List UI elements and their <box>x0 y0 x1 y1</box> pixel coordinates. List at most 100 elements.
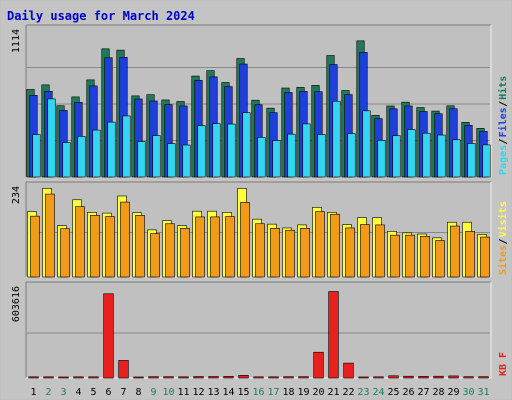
x-tick-label-day-3: 3 <box>60 387 66 398</box>
x-tick-label-day-22: 22 <box>342 387 354 398</box>
bar-sites-day-14 <box>225 216 235 278</box>
bar-pages-day-12 <box>197 125 206 178</box>
bar-kb-f-day-2 <box>43 376 54 379</box>
panel-bottom-ymax-label: 603616 <box>11 286 22 322</box>
x-tick-label-day-7: 7 <box>120 387 126 398</box>
bar-sites-day-17 <box>270 228 280 278</box>
bar-pages-day-7 <box>122 115 131 178</box>
bar-kb-f-day-10 <box>163 376 174 379</box>
bar-pages-day-6 <box>107 121 116 178</box>
bar-kb-f-day-16 <box>253 376 264 379</box>
x-tick-label-day-19: 19 <box>297 387 309 398</box>
x-tick-label-day-10: 10 <box>162 387 174 398</box>
bar-kb-f-day-17 <box>268 376 279 379</box>
bar-sites-day-19 <box>300 228 310 278</box>
bar-kb-f-day-13 <box>208 376 219 379</box>
bar-sites-day-30 <box>465 231 475 278</box>
x-tick-label-day-18: 18 <box>282 387 294 398</box>
x-tick-label-day-25: 25 <box>387 387 399 398</box>
bar-pages-day-25 <box>392 135 401 178</box>
bar-sites-day-13 <box>210 216 220 278</box>
bar-sites-day-18 <box>285 229 295 278</box>
bar-pages-day-14 <box>227 123 236 178</box>
panel-bottom-bg <box>26 282 491 378</box>
bar-sites-day-2 <box>45 193 55 278</box>
bar-sites-day-23 <box>360 224 370 278</box>
bar-sites-day-31 <box>480 236 490 278</box>
bar-pages-day-5 <box>92 129 101 178</box>
x-tick-label-day-4: 4 <box>75 387 81 398</box>
bar-kb-f-day-6 <box>103 293 114 379</box>
x-tick-label-day-21: 21 <box>327 387 339 398</box>
bar-pages-day-27 <box>422 132 431 178</box>
bar-kb-f-day-31 <box>478 376 489 379</box>
bar-kb-f-day-9 <box>148 376 159 379</box>
bar-kb-f-day-28 <box>433 375 444 379</box>
bar-pages-day-29 <box>452 139 461 178</box>
bar-kb-f-day-5 <box>88 376 99 379</box>
x-tick-label-day-16: 16 <box>252 387 264 398</box>
bar-kb-f-day-11 <box>178 376 189 379</box>
bar-kb-f-day-21 <box>328 291 339 379</box>
x-tick-label-day-23: 23 <box>357 387 369 398</box>
bar-sites-day-5 <box>90 215 100 278</box>
x-tick-label-day-14: 14 <box>222 387 234 398</box>
bar-sites-day-10 <box>165 223 175 278</box>
bar-kb-f-day-23 <box>358 376 369 379</box>
x-tick-label-day-12: 12 <box>192 387 204 398</box>
panel-top-legend-pages: Pages <box>498 145 509 175</box>
x-tick-label-day-1: 1 <box>30 387 36 398</box>
bar-sites-day-26 <box>405 234 415 278</box>
bar-pages-day-26 <box>407 129 416 178</box>
panel-middle-legend-visits: Visits <box>497 201 509 237</box>
bar-sites-day-12 <box>195 216 205 278</box>
bar-kb-f-day-26 <box>403 375 414 379</box>
panel-middle-legend-sites: Sites <box>497 245 509 275</box>
bar-pages-day-24 <box>377 140 386 178</box>
x-tick-label-day-11: 11 <box>177 387 189 398</box>
panel-middle-ymax-label: 234 <box>11 186 22 204</box>
bar-pages-day-8 <box>137 141 146 178</box>
panel-top-legend-hits: Hits <box>497 76 509 100</box>
x-tick-label-day-13: 13 <box>207 387 219 398</box>
panel-top-ymax-label: 1114 <box>11 29 22 53</box>
bar-sites-day-21 <box>330 213 340 278</box>
panel-top-legend-sep-2: / <box>498 101 509 107</box>
chart-title: Daily usage for March 2024 <box>7 9 195 23</box>
bar-sites-day-4 <box>75 206 85 278</box>
bar-pages-day-1 <box>32 134 41 178</box>
bar-sites-day-24 <box>375 224 385 278</box>
bar-sites-day-25 <box>390 234 400 278</box>
bar-pages-day-3 <box>62 142 71 178</box>
bar-pages-day-19 <box>302 123 311 178</box>
bar-pages-day-21 <box>332 100 341 178</box>
x-tick-label-day-27: 27 <box>417 387 429 398</box>
bar-pages-day-20 <box>317 134 326 178</box>
x-tick-label-day-20: 20 <box>312 387 324 398</box>
bar-sites-day-8 <box>135 215 145 278</box>
x-tick-label-day-29: 29 <box>447 387 459 398</box>
bar-pages-day-9 <box>152 135 161 178</box>
bar-pages-day-23 <box>362 110 371 178</box>
bar-kb-f-day-18 <box>283 376 294 379</box>
bar-pages-day-31 <box>482 144 491 178</box>
x-tick-label-day-28: 28 <box>432 387 444 398</box>
bar-pages-day-30 <box>467 143 476 178</box>
bar-sites-day-28 <box>435 240 445 278</box>
x-tick-label-day-9: 9 <box>150 387 156 398</box>
bar-pages-day-11 <box>182 144 191 178</box>
bar-pages-day-13 <box>212 123 221 178</box>
bar-pages-day-17 <box>272 140 281 178</box>
bar-sites-day-3 <box>60 228 70 278</box>
bar-kb-f-day-4 <box>73 376 84 379</box>
bar-kb-f-day-12 <box>193 376 204 379</box>
bar-sites-day-9 <box>150 233 160 278</box>
bar-sites-day-15 <box>240 202 250 278</box>
x-tick-label-day-8: 8 <box>135 387 141 398</box>
x-tick-label-day-6: 6 <box>105 387 111 398</box>
bar-sites-day-6 <box>105 216 115 278</box>
bar-pages-day-10 <box>167 143 176 178</box>
bar-kb-f-day-20 <box>313 351 324 379</box>
bar-kb-f-day-22 <box>343 362 354 379</box>
